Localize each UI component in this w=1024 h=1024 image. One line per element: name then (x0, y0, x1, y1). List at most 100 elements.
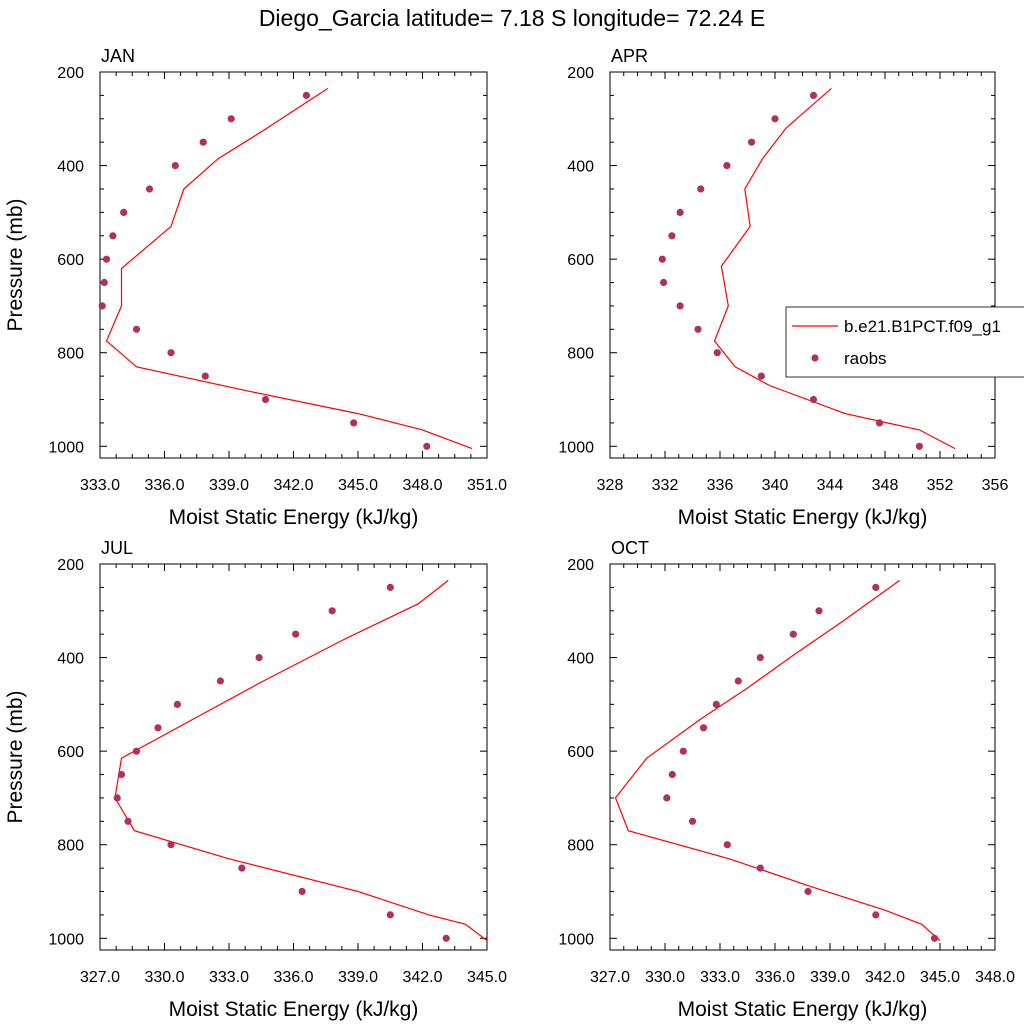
panel-apr: APR 328 332 336 340 344 348 352 356 200 400 600 800 1… (558, 46, 1008, 529)
x-axis-label: Moist Static Energy (kJ/kg) (169, 998, 419, 1021)
y-tick-label: 1000 (48, 439, 84, 456)
raobs-point-apr (915, 442, 924, 450)
legend: b.e21.B1PCT.f09_g1 raobs (785, 306, 1024, 378)
raobs-point-apr (748, 138, 756, 146)
y-axis-label: Pressure (mb) (4, 198, 27, 331)
plot-frame (99, 563, 488, 951)
raobs-point-jan (350, 419, 358, 427)
x-tick-label: 330.0 (645, 969, 685, 986)
x-tick-label: 336.0 (144, 477, 184, 494)
raobs-point-apr (809, 395, 818, 404)
raobs-point-jul (132, 747, 141, 755)
y-tick-label: 200 (57, 65, 84, 82)
raobs-point-oct (663, 794, 671, 802)
x-tick-label: 342.0 (402, 969, 442, 986)
raobs-point-jan (145, 185, 154, 193)
raobs-point-oct (872, 583, 880, 592)
y-tick-label: 200 (567, 65, 594, 82)
raobs-point-jan (171, 162, 179, 170)
raobs-point-oct (688, 817, 697, 825)
raobs-point-jul (113, 794, 121, 802)
raobs-point-oct (712, 700, 720, 709)
y-tick-label: 200 (57, 557, 84, 574)
raobs-point-apr (809, 91, 818, 99)
raobs-point-jul (298, 887, 306, 896)
y-axis-label: Pressure (mb) (4, 690, 27, 823)
raobs-point-apr (771, 115, 779, 123)
x-tick-label: 333.0 (209, 969, 249, 986)
raobs-point-jan (302, 91, 310, 99)
raobs-point-apr (757, 372, 765, 380)
legend-box (785, 306, 1024, 378)
raobs-point-oct (756, 654, 764, 662)
y-tick-label: 200 (567, 557, 594, 574)
x-tick-label: 336.0 (273, 969, 313, 986)
x-tick-label: 348.0 (402, 477, 442, 494)
raobs-point-oct (815, 607, 823, 615)
raobs-point-jan (423, 442, 431, 450)
x-tick-label: 352 (927, 477, 954, 494)
x-tick-label: 330.0 (144, 969, 184, 986)
raobs-point-oct (734, 677, 742, 685)
y-tick-label: 600 (567, 744, 594, 761)
raobs-point-jan (201, 372, 209, 380)
y-tick-label: 400 (567, 159, 594, 176)
raobs-point-jan (261, 395, 270, 404)
raobs-point-apr (723, 162, 731, 170)
raobs-point-jul (328, 607, 336, 615)
raobs-point-oct (789, 630, 797, 638)
raobs-point-jan (98, 302, 106, 310)
x-tick-label: 332 (652, 477, 679, 494)
x-tick-label: 351.0 (467, 477, 507, 494)
raobs-point-apr (676, 208, 684, 216)
raobs-point-apr (658, 255, 666, 263)
raobs-point-jan (199, 138, 207, 146)
x-tick-label: 333.0 (700, 969, 740, 986)
raobs-point-jan (132, 325, 141, 333)
plot-frame (609, 71, 996, 459)
raobs-point-jul (386, 911, 394, 919)
raobs-point-oct (723, 841, 731, 849)
figure-title: Diego_Garcia latitude= 7.18 S longitude=… (259, 5, 765, 31)
x-tick-label: 336 (707, 477, 734, 494)
raobs-point-jul (386, 583, 394, 592)
x-tick-label: 345.0 (920, 969, 960, 986)
raobs-point-apr (676, 302, 684, 310)
y-tick-label: 600 (57, 252, 84, 269)
y-tick-label: 400 (57, 159, 84, 176)
x-tick-label: 333.0 (80, 477, 120, 494)
x-tick-label: 339.0 (810, 969, 850, 986)
x-tick-label: 348 (872, 477, 899, 494)
x-tick-label: 339.0 (209, 477, 249, 494)
model-line-jan (105, 87, 473, 450)
y-tick-label: 600 (567, 252, 594, 269)
panel-label-apr: APR (611, 46, 648, 66)
x-tick-label: 340 (762, 477, 789, 494)
raobs-point-oct (756, 864, 764, 872)
model-line-apr (713, 87, 956, 450)
y-tick-label: 1000 (558, 931, 594, 948)
x-tick-label: 356 (982, 477, 1009, 494)
raobs-point-oct (679, 747, 687, 755)
model-line-oct (614, 579, 941, 942)
model-line-jul (114, 579, 488, 942)
raobs-point-oct (699, 724, 708, 732)
y-tick-label: 800 (567, 346, 594, 363)
raobs-point-jan (120, 208, 128, 216)
raobs-point-jan (227, 115, 235, 123)
legend-obs-marker (811, 354, 819, 362)
raobs-point-jul (238, 864, 246, 872)
raobs-point-jul (167, 841, 175, 849)
raobs-point-jan (102, 255, 111, 263)
y-tick-label: 1000 (48, 931, 84, 948)
panel-label-jan: JAN (101, 46, 135, 66)
x-tick-label: 327.0 (80, 969, 120, 986)
raobs-point-apr (660, 278, 668, 287)
raobs-point-oct (872, 911, 880, 919)
y-tick-label: 400 (57, 651, 84, 668)
raobs-point-jan (100, 278, 108, 287)
y-tick-label: 400 (567, 651, 594, 668)
raobs-point-jul (216, 677, 224, 685)
y-tick-label: 800 (57, 838, 84, 855)
raobs-point-oct (804, 887, 812, 896)
